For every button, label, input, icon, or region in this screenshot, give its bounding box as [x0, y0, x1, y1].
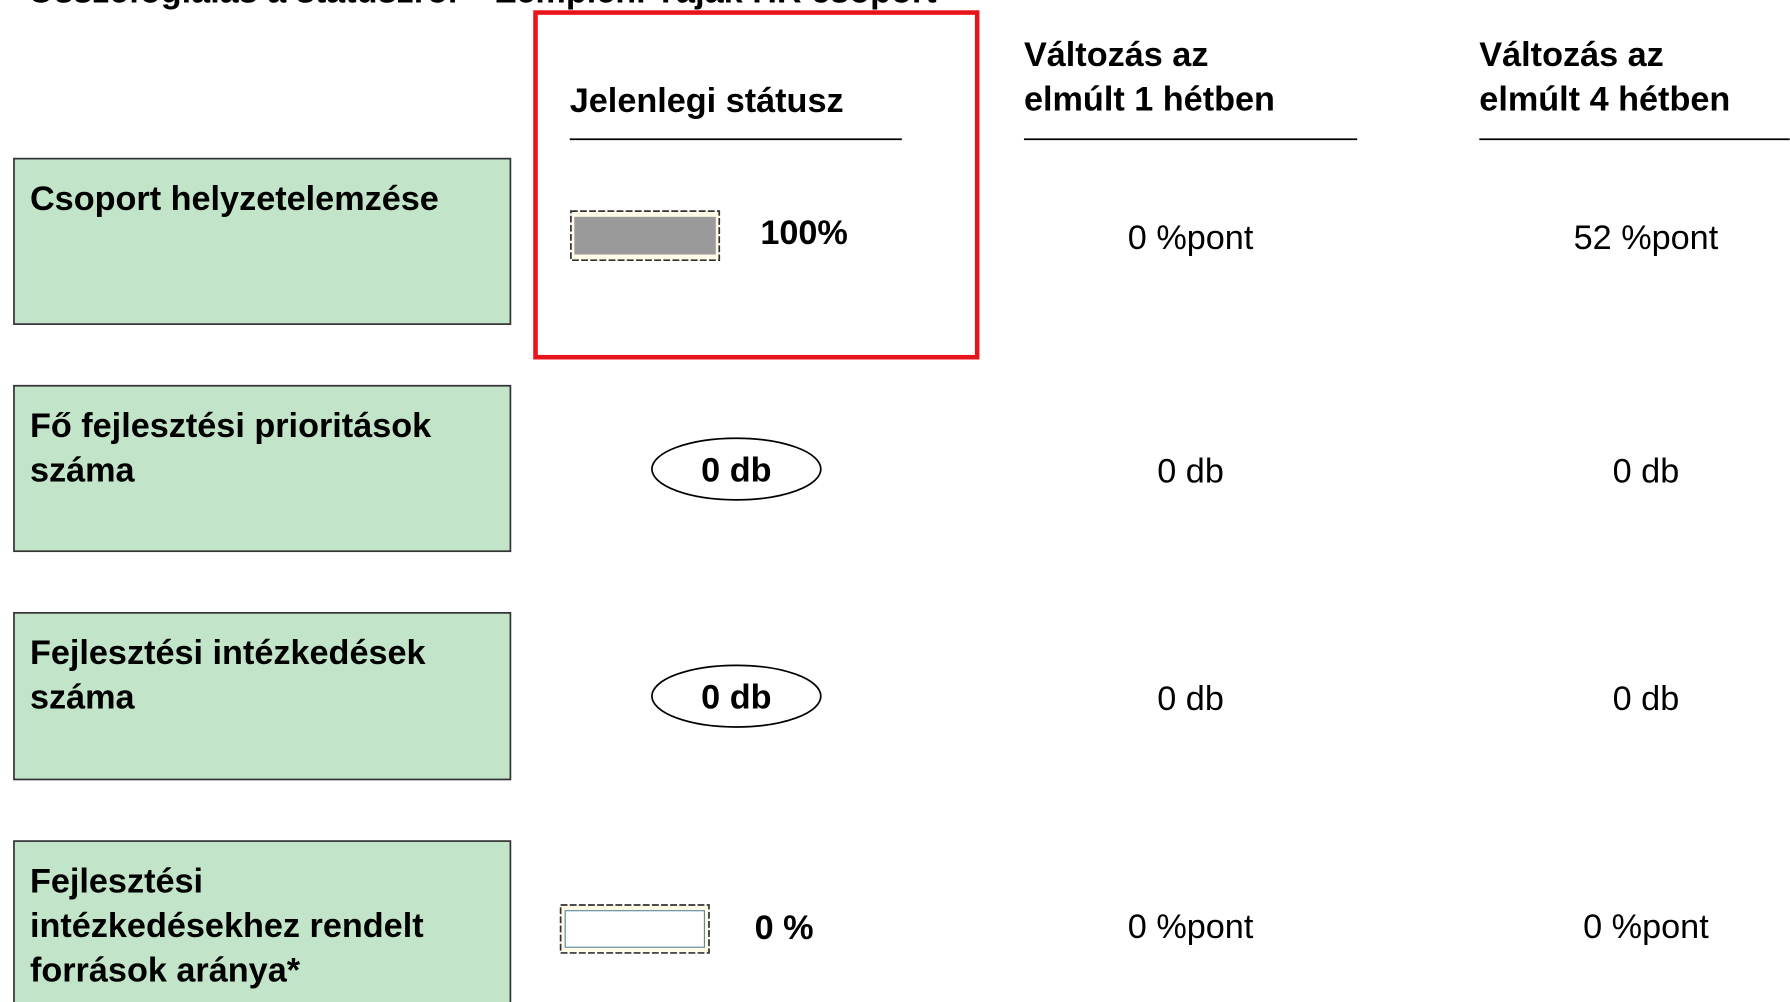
column-header: elmúlt 1 hétben	[1024, 81, 1275, 119]
column-header: Jelenlegi státusz	[570, 82, 844, 120]
row-label: száma	[30, 452, 136, 490]
row-label: Fejlesztési	[30, 862, 203, 900]
row-label-box	[13, 840, 512, 1002]
status-value: 100%	[760, 214, 848, 252]
change-value: 0 %pont	[1128, 908, 1254, 946]
status-value: 0 %	[755, 909, 814, 947]
progress-fill	[574, 216, 716, 255]
page-title: Összefoglalás a státuszról – Zempléni Tá…	[28, 0, 937, 10]
change-value: 0 db	[1613, 453, 1680, 491]
status-oval	[651, 437, 822, 501]
status-value: 0 db	[701, 452, 771, 490]
change-value: 0 %pont	[1128, 219, 1254, 257]
row-label: intézkedésekhez rendelt	[30, 907, 424, 945]
row-label: források aránya*	[30, 951, 301, 989]
column-header: Változás az	[1479, 36, 1663, 74]
row-label: Fő fejlesztési prioritások	[30, 407, 432, 445]
highlight-box	[533, 10, 980, 360]
row-label-box	[13, 384, 512, 553]
status-oval	[651, 664, 822, 728]
row-label: Csoport helyzetelemzése	[30, 180, 439, 218]
change-value: 0 %pont	[1583, 908, 1709, 946]
column-header: Változás az	[1024, 36, 1208, 74]
status-value: 0 db	[701, 679, 771, 717]
change-value: 52 %pont	[1574, 219, 1719, 257]
change-value: 0 db	[1157, 680, 1224, 718]
change-value: 0 db	[1613, 680, 1680, 718]
row-label-box	[13, 611, 512, 781]
row-label: Fejlesztési intézkedések	[30, 634, 427, 672]
change-value: 0 db	[1157, 453, 1224, 491]
row-label: száma	[30, 679, 136, 717]
column-header: elmúlt 4 hétben	[1479, 81, 1730, 119]
progress-fill	[564, 910, 705, 948]
row-label-box	[13, 157, 512, 325]
